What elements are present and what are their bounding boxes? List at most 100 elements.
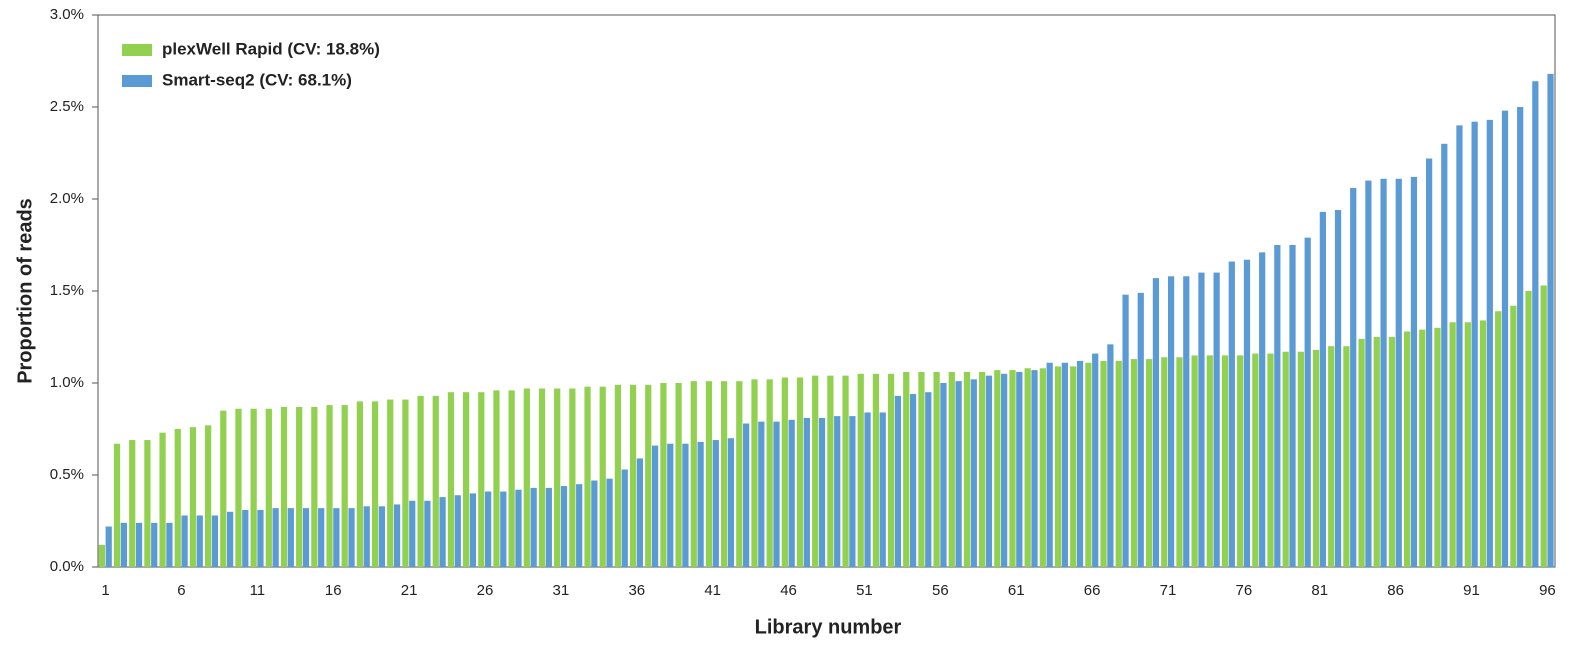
bar bbox=[1167, 276, 1175, 567]
y-tick-label: 1.0% bbox=[50, 374, 84, 391]
bar bbox=[621, 469, 628, 567]
bar bbox=[879, 412, 886, 567]
x-axis-title: Library number bbox=[755, 616, 902, 638]
bar bbox=[227, 511, 234, 567]
bar bbox=[1456, 125, 1463, 568]
bar bbox=[948, 371, 955, 567]
bar bbox=[356, 401, 363, 567]
bar bbox=[211, 515, 219, 567]
bar bbox=[1267, 353, 1274, 567]
bar bbox=[1024, 368, 1031, 567]
bar bbox=[341, 405, 348, 567]
bar bbox=[903, 371, 910, 567]
bar bbox=[925, 392, 932, 567]
bar bbox=[1152, 278, 1160, 567]
bar bbox=[918, 371, 925, 567]
bar bbox=[1365, 180, 1372, 567]
bar bbox=[1176, 357, 1183, 567]
bar bbox=[721, 381, 728, 567]
x-tick-label: 96 bbox=[1539, 582, 1556, 599]
legend-swatch bbox=[122, 44, 152, 56]
bar bbox=[1343, 346, 1350, 567]
x-tick-label: 26 bbox=[477, 582, 494, 599]
legend-swatch bbox=[122, 75, 152, 87]
bar bbox=[129, 440, 136, 567]
bar bbox=[1092, 353, 1099, 567]
y-tick-label: 1.5% bbox=[50, 282, 84, 299]
bar bbox=[1388, 337, 1396, 567]
x-tick-label: 1 bbox=[101, 582, 109, 599]
bar bbox=[849, 416, 856, 567]
bar bbox=[1501, 110, 1509, 568]
bar bbox=[963, 371, 971, 567]
bar bbox=[1046, 362, 1053, 567]
bar bbox=[979, 371, 986, 567]
bar bbox=[485, 491, 492, 567]
bar bbox=[1449, 322, 1456, 567]
bar bbox=[909, 394, 917, 567]
bar bbox=[1373, 337, 1380, 567]
bar bbox=[1107, 344, 1114, 567]
bar bbox=[887, 373, 895, 567]
bar bbox=[447, 392, 455, 567]
bar bbox=[1122, 294, 1129, 567]
x-tick-label: 61 bbox=[1008, 582, 1025, 599]
bar bbox=[1221, 355, 1229, 567]
x-tick-label: 41 bbox=[704, 582, 721, 599]
bar bbox=[402, 399, 409, 567]
bar bbox=[629, 384, 637, 567]
bar bbox=[463, 392, 470, 567]
bar bbox=[727, 438, 735, 567]
bar bbox=[545, 487, 552, 567]
bar bbox=[265, 408, 272, 567]
bar bbox=[318, 508, 325, 567]
bar bbox=[1289, 245, 1296, 567]
bar bbox=[1319, 211, 1326, 567]
bar bbox=[842, 375, 849, 567]
bar bbox=[272, 508, 279, 567]
bar bbox=[994, 370, 1001, 567]
bar bbox=[1495, 311, 1502, 567]
bar bbox=[280, 406, 288, 567]
bar bbox=[1395, 178, 1402, 567]
bar bbox=[1425, 158, 1433, 567]
x-tick-label: 6 bbox=[177, 582, 185, 599]
bar bbox=[1510, 305, 1517, 567]
bar bbox=[591, 480, 598, 567]
bar bbox=[560, 486, 568, 567]
bar bbox=[554, 388, 561, 567]
x-tick-label: 11 bbox=[250, 582, 266, 599]
x-tick-label: 66 bbox=[1084, 582, 1101, 599]
bar bbox=[478, 392, 485, 567]
bar bbox=[682, 443, 689, 567]
bar bbox=[287, 508, 294, 567]
bar bbox=[818, 417, 826, 567]
bar bbox=[667, 443, 674, 567]
bar bbox=[1228, 261, 1235, 567]
bar bbox=[166, 522, 173, 567]
bar bbox=[204, 425, 212, 567]
bar bbox=[933, 371, 940, 567]
bar bbox=[1213, 272, 1220, 567]
bar bbox=[857, 373, 864, 567]
bar bbox=[1441, 143, 1448, 568]
bar bbox=[296, 406, 303, 567]
bar bbox=[363, 506, 370, 567]
bar bbox=[599, 386, 606, 567]
legend-label: plexWell Rapid (CV: 18.8%) bbox=[162, 39, 380, 58]
bar bbox=[432, 395, 439, 567]
bar bbox=[493, 390, 500, 567]
bar bbox=[751, 379, 758, 567]
bar bbox=[1031, 370, 1038, 567]
bar bbox=[1054, 366, 1062, 567]
x-tick-label: 81 bbox=[1311, 582, 1328, 599]
bar bbox=[151, 522, 158, 567]
bar bbox=[500, 491, 507, 567]
bar bbox=[1183, 276, 1190, 567]
bar bbox=[803, 417, 810, 567]
bar bbox=[417, 395, 424, 567]
bar bbox=[98, 544, 105, 567]
bar bbox=[1410, 176, 1418, 568]
bar bbox=[1464, 322, 1471, 567]
bar bbox=[326, 405, 333, 567]
